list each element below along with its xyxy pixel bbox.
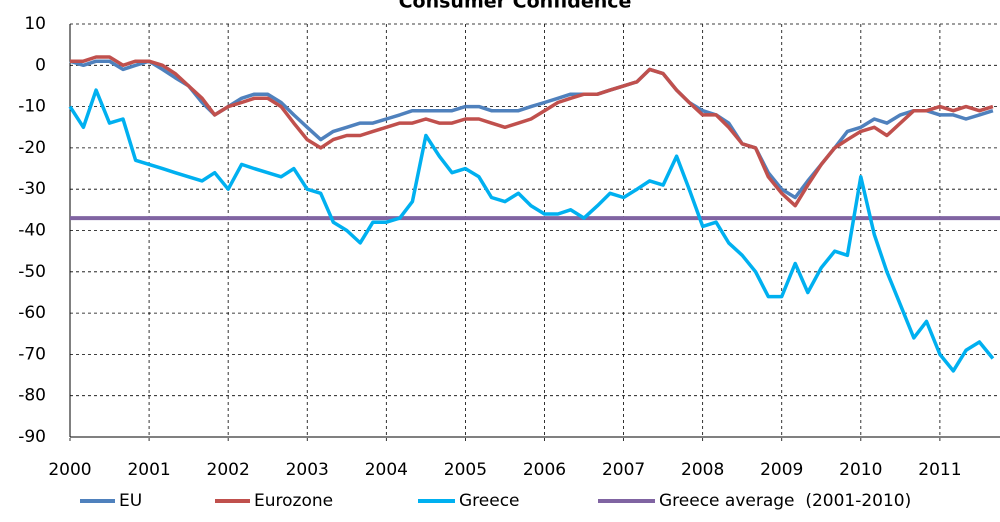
x-tick-label: 2006 xyxy=(523,460,566,480)
y-tick-label: -90 xyxy=(18,427,46,447)
x-tick-label: 2011 xyxy=(918,460,961,480)
y-tick-label: -30 xyxy=(18,179,46,199)
legend-label: EU xyxy=(119,491,142,511)
legend-label: Greece xyxy=(459,491,520,511)
legend-label: Greece average (2001-2010) xyxy=(659,491,911,511)
series-line xyxy=(68,88,995,373)
y-tick-label: -60 xyxy=(18,303,46,323)
x-tick-label: 2005 xyxy=(444,460,487,480)
y-tick-label: 0 xyxy=(35,55,46,75)
x-tick-label: 2002 xyxy=(207,460,250,480)
series-line xyxy=(70,55,994,208)
x-tick-label: 2009 xyxy=(760,460,803,480)
y-tick-label: -80 xyxy=(18,386,46,406)
y-tick-label: -70 xyxy=(18,344,46,364)
x-tick-label: 2004 xyxy=(365,460,408,480)
x-tick-label: 2000 xyxy=(48,460,91,480)
chart-title: Consumer Confidence xyxy=(399,0,632,13)
y-tick-label: -10 xyxy=(18,97,46,117)
y-tick-label: -20 xyxy=(18,138,46,158)
legend-label: Eurozone xyxy=(254,491,333,511)
x-tick-label: 2003 xyxy=(286,460,329,480)
y-tick-label: 10 xyxy=(24,14,46,34)
y-tick-label: -40 xyxy=(18,221,46,241)
x-tick-label: 2010 xyxy=(839,460,882,480)
y-tick-label: -50 xyxy=(18,262,46,282)
x-tick-label: 2007 xyxy=(602,460,645,480)
x-tick-label: 2008 xyxy=(681,460,724,480)
x-tick-label: 2001 xyxy=(127,460,170,480)
